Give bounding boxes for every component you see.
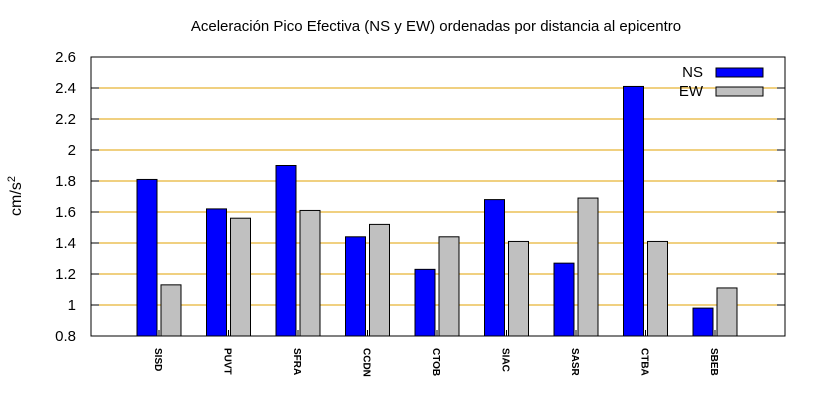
x-tick-label: SISD [152, 348, 163, 371]
y-axis-label-superscript: 2 [6, 176, 18, 182]
y-tick-label: 2.2 [55, 111, 76, 128]
bar-ns-sasr [553, 262, 575, 337]
bar-ew-ccdn [369, 223, 390, 337]
y-tick-label: 2.6 [55, 49, 76, 66]
chart-title: Aceleración Pico Efectiva (NS y EW) orde… [191, 18, 681, 35]
y-tick-label: 2 [68, 142, 76, 159]
y-tick-label: 1.2 [55, 266, 76, 283]
x-tick-label: SASR [569, 348, 580, 377]
bar-ns-siac [484, 199, 505, 337]
bar-ew-ctba [647, 240, 668, 337]
y-tick-label: 1.8 [55, 173, 76, 190]
y-tick-label: 1.4 [55, 235, 76, 252]
bar-ns-sfra [275, 165, 297, 337]
plot-frame [90, 56, 786, 337]
y-tick-label: 1 [68, 297, 76, 314]
x-tick-label: CTOB [430, 348, 441, 376]
legend-swatch-ew [715, 86, 764, 97]
bar-ns-sisd [136, 178, 158, 337]
bar-ns-puvt [206, 208, 227, 337]
bar-ew-sasr [577, 197, 599, 337]
x-tick-label: SFRA [291, 348, 302, 375]
legend: NS EW [679, 64, 764, 100]
bars [136, 85, 738, 337]
y-tick-label: 2.4 [55, 80, 76, 97]
legend-label-ns: NS [682, 64, 703, 81]
y-axis-ticks: 0.8 1 1.2 1.4 1.6 1.8 2 2.2 2.4 2.6 [55, 49, 785, 345]
x-tick-label: CCDN [361, 348, 372, 377]
bar-ew-sbeb [716, 287, 738, 337]
x-tick-label: SBEB [708, 348, 719, 376]
y-tick-label: 0.8 [55, 328, 76, 345]
bar-ew-sisd [160, 284, 182, 337]
grid-lines [91, 87, 785, 306]
bar-ns-ctob [414, 268, 436, 337]
bar-ew-puvt [230, 217, 251, 337]
x-tick-label: PUVT [222, 348, 233, 375]
y-axis-label-unit: cm/s [8, 182, 25, 216]
bar-ew-siac [508, 240, 529, 337]
legend-label-ew: EW [679, 83, 704, 100]
bar-ew-sfra [299, 209, 321, 337]
bar-ns-ctba [623, 85, 644, 337]
bar-ew-ctob [438, 236, 460, 337]
x-axis-ticks: SISD PUVT SFRA CCDN CTOB SIAC SASR CTBA SBEB [152, 330, 719, 377]
bar-ns-ccdn [345, 236, 366, 337]
y-axis-label: cm/s2 [6, 176, 25, 216]
legend-swatch-ns [715, 67, 764, 78]
x-tick-label: SIAC [500, 348, 511, 372]
bar-ns-sbeb [692, 307, 714, 337]
x-tick-label: CTBA [639, 348, 650, 376]
y-tick-label: 1.6 [55, 204, 76, 221]
